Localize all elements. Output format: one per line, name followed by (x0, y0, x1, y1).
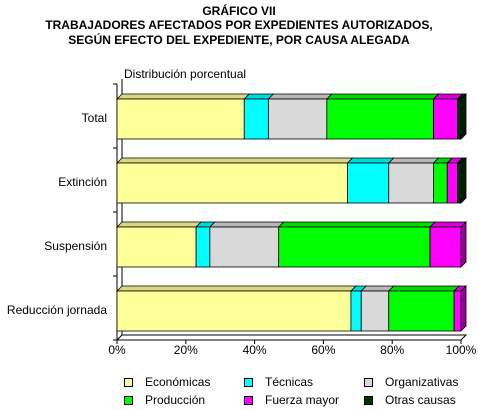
legend-swatch-2 (364, 377, 373, 387)
category-label-1: Extinción (58, 175, 107, 189)
legend-item-3: Producción (124, 393, 205, 407)
legend-swatch-5 (364, 395, 373, 405)
x-tick-label-4: 80% (380, 343, 404, 357)
bar-0-5 (457, 98, 462, 140)
legend-label-5: Otras causas (385, 393, 456, 407)
legend-swatch-0 (124, 377, 133, 387)
legend-item-4: Fuerza mayor (244, 393, 339, 407)
bar-side-2 (460, 221, 467, 268)
x-tick-label-5: 100% (446, 343, 477, 357)
legend-label-3: Producción (145, 393, 206, 407)
bar-2-2 (209, 226, 280, 268)
bar-0-0 (116, 98, 245, 140)
bar-0-3 (326, 98, 434, 140)
bar-2-3 (278, 226, 431, 268)
bar-side-1 (460, 157, 467, 204)
legend-label-1: Técnicas (265, 375, 314, 389)
bar-3-0 (116, 290, 352, 332)
bar-2-4 (429, 226, 462, 268)
chart-title-line-1: GRÁFICO VII (202, 4, 276, 18)
bar-3-1 (350, 290, 362, 332)
bar-top-1-1 (346, 157, 395, 164)
legend-swatch-1 (244, 377, 253, 387)
bar-top-2-2 (208, 221, 285, 228)
bar-top-0-3 (325, 93, 440, 100)
category-label-0: Total (82, 111, 107, 125)
legend-item-2: Organizativas (364, 375, 458, 389)
chart-title-line-3: SEGÚN EFECTO DEL EXPEDIENTE, POR CAUSA A… (68, 33, 410, 47)
bar-top-3-2 (360, 285, 395, 292)
x-tick-label-3: 60% (311, 343, 335, 357)
legend-label-0: Económicas (145, 375, 211, 389)
bar-top-0-2 (267, 93, 333, 100)
category-label-2: Suspensión (44, 239, 107, 253)
legend-item-0: Económicas (124, 375, 210, 389)
bar-top-3-0 (116, 285, 357, 292)
legend-label-2: Organizativas (385, 375, 459, 389)
bar-1-0 (116, 162, 348, 204)
bar-top-2-0 (116, 221, 203, 228)
chart-subtitle: Distribución porcentual (124, 67, 247, 81)
x-tick-label-2: 40% (243, 343, 267, 357)
bar-top-2-4 (429, 221, 467, 228)
bar-0-2 (267, 98, 328, 140)
bar-side-3 (460, 285, 467, 332)
bar-0-1 (243, 98, 269, 140)
legend-item-5: Otras causas (364, 393, 456, 407)
bar-3-2 (360, 290, 390, 332)
category-label-3: Reducción jornada (7, 303, 107, 317)
bar-1-4 (446, 162, 458, 204)
plot-floor (117, 334, 468, 341)
legend-swatch-3 (124, 395, 133, 405)
bar-side-0 (460, 93, 467, 140)
bar-1-3 (433, 162, 448, 204)
bar-1-1 (347, 162, 390, 204)
bar-top-1-0 (116, 157, 354, 164)
chart-legend: Económicas Técnicas Organizativas Producció… (124, 375, 474, 407)
bar-top-0-0 (116, 93, 251, 100)
bar-0-4 (433, 98, 458, 140)
legend-swatch-4 (244, 395, 253, 405)
bar-1-2 (388, 162, 434, 204)
bar-2-0 (116, 226, 197, 268)
chart-title-line-2: TRABAJADORES AFECTADOS POR EXPEDIENTES A… (45, 18, 433, 32)
bar-top-1-2 (387, 157, 440, 164)
legend-item-1: Técnicas (244, 375, 313, 389)
bar-3-3 (388, 290, 455, 332)
bar-top-3-3 (387, 285, 461, 292)
bar-top-2-3 (277, 221, 437, 228)
legend-label-4: Fuerza mayor (265, 393, 340, 407)
x-tick-label-1: 20% (174, 343, 198, 357)
x-tick-label-0: 0% (108, 343, 126, 357)
bar-1-5 (457, 162, 462, 204)
bar-3-4 (453, 290, 462, 332)
bar-2-1 (195, 226, 211, 268)
